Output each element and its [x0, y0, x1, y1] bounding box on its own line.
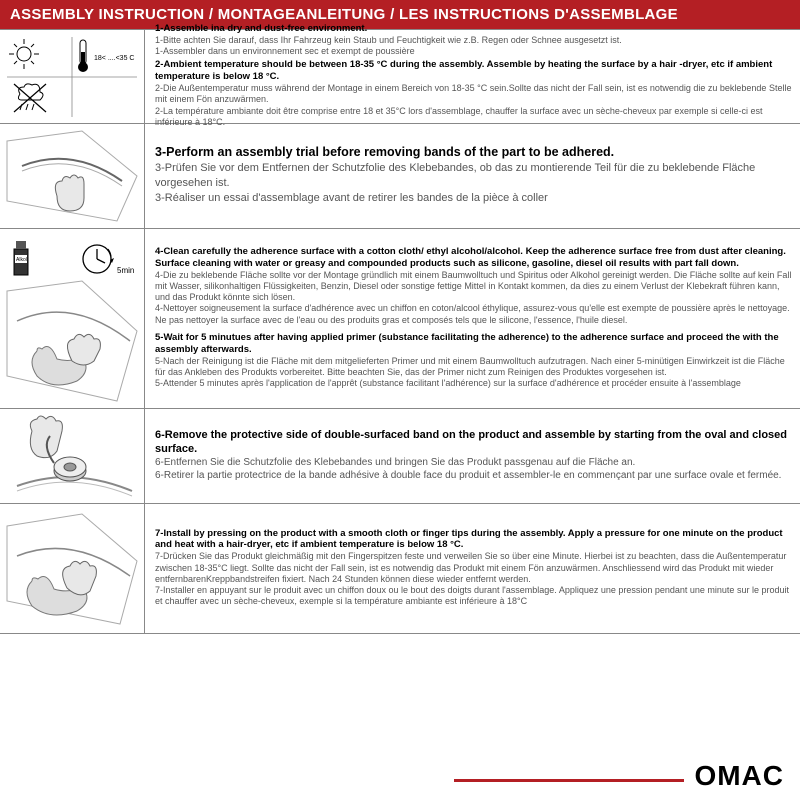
step-5: 5-Wait for 5 minutues after having appli…: [155, 332, 792, 390]
row-2: 3-Perform an assembly trial before remov…: [0, 124, 800, 229]
step-2: 2-Ambient temperature should be between …: [155, 59, 792, 128]
row4-image: [0, 409, 145, 503]
step1-title: 1-Assemble ina dry and dust-free environ…: [155, 23, 792, 35]
row3-image: Alkol 5min: [0, 229, 145, 408]
footer-bar: [454, 779, 684, 782]
row4-text: 6-Remove the protective side of double-s…: [145, 409, 800, 503]
step3-de: 3-Prüfen Sie vor dem Entfernen der Schut…: [155, 161, 790, 191]
step7-de: 7-Drücken Sie das Produkt gleichmäßig mi…: [155, 551, 792, 585]
row5-text: 7-Install by pressing on the product wit…: [145, 504, 800, 633]
trial-fit-icon: [2, 126, 142, 226]
step-4: 4-Clean carefully the adherence surface …: [155, 246, 792, 326]
step-1: 1-Assemble ina dry and dust-free environ…: [155, 23, 792, 57]
peel-tape-icon: [2, 411, 142, 501]
row-5: 7-Install by pressing on the product wit…: [0, 504, 800, 634]
step6-title: 6-Remove the protective side of double-s…: [155, 428, 792, 457]
row-1: 18< ....<35 C 1-Assemble ina dry and dus…: [0, 29, 800, 124]
step7-title: 7-Install by pressing on the product wit…: [155, 528, 792, 552]
step3-title: 3-Perform an assembly trial before remov…: [155, 144, 790, 161]
clean-primer-icon: Alkol 5min: [2, 231, 142, 406]
step4-fr: 4-Nettoyer soigneusement la surface d'ad…: [155, 303, 792, 326]
row5-image: [0, 504, 145, 633]
step7-fr: 7-Installer en appuyant sur le produit a…: [155, 585, 792, 608]
instruction-rows: 18< ....<35 C 1-Assemble ina dry and dus…: [0, 29, 800, 634]
step5-title: 5-Wait for 5 minutues after having appli…: [155, 332, 792, 356]
step1-fr: 1-Assembler dans un environnement sec et…: [155, 46, 792, 57]
step1-de: 1-Bitte achten Sie darauf, dass Ihr Fahr…: [155, 35, 792, 46]
row3-text: 4-Clean carefully the adherence surface …: [145, 229, 800, 408]
step5-fr: 5-Attender 5 minutes après l'application…: [155, 378, 792, 389]
temp-label: 18< ....<35 C: [94, 55, 134, 62]
step6-de: 6-Entfernen Sie die Schutzfolie des Kleb…: [155, 456, 792, 469]
step6-fr: 6-Retirer la partie protectrice de la ba…: [155, 469, 792, 482]
step3-fr: 3-Réaliser un essai d'assemblage avant d…: [155, 191, 790, 206]
step-7: 7-Install by pressing on the product wit…: [155, 528, 792, 608]
brand-logo: OMAC: [694, 760, 784, 792]
footer: OMAC: [454, 760, 784, 792]
timer-label: 5min: [117, 266, 134, 275]
row2-image: [0, 124, 145, 228]
step4-de: 4-Die zu beklebende Fläche sollte vor de…: [155, 270, 792, 304]
step-6: 6-Remove the protective side of double-s…: [155, 428, 792, 483]
step2-de: 2-Die Außentemperatur muss während der M…: [155, 83, 792, 106]
step-3: 3-Perform an assembly trial before remov…: [155, 144, 790, 205]
row-3: Alkol 5min 4-Clean carefully the adheren…: [0, 229, 800, 409]
step5-de: 5-Nach der Reinigung ist die Fläche mit …: [155, 356, 792, 379]
press-install-icon: [2, 506, 142, 631]
environment-icon: 18< ....<35 C: [2, 32, 142, 122]
row1-image: 18< ....<35 C: [0, 30, 145, 123]
bottle-label: Alkol: [16, 257, 27, 263]
step4-title: 4-Clean carefully the adherence surface …: [155, 246, 792, 270]
row-4: 6-Remove the protective side of double-s…: [0, 409, 800, 504]
step2-title: 2-Ambient temperature should be between …: [155, 59, 792, 83]
row1-text: 1-Assemble ina dry and dust-free environ…: [145, 30, 800, 123]
row2-text: 3-Perform an assembly trial before remov…: [145, 124, 800, 228]
